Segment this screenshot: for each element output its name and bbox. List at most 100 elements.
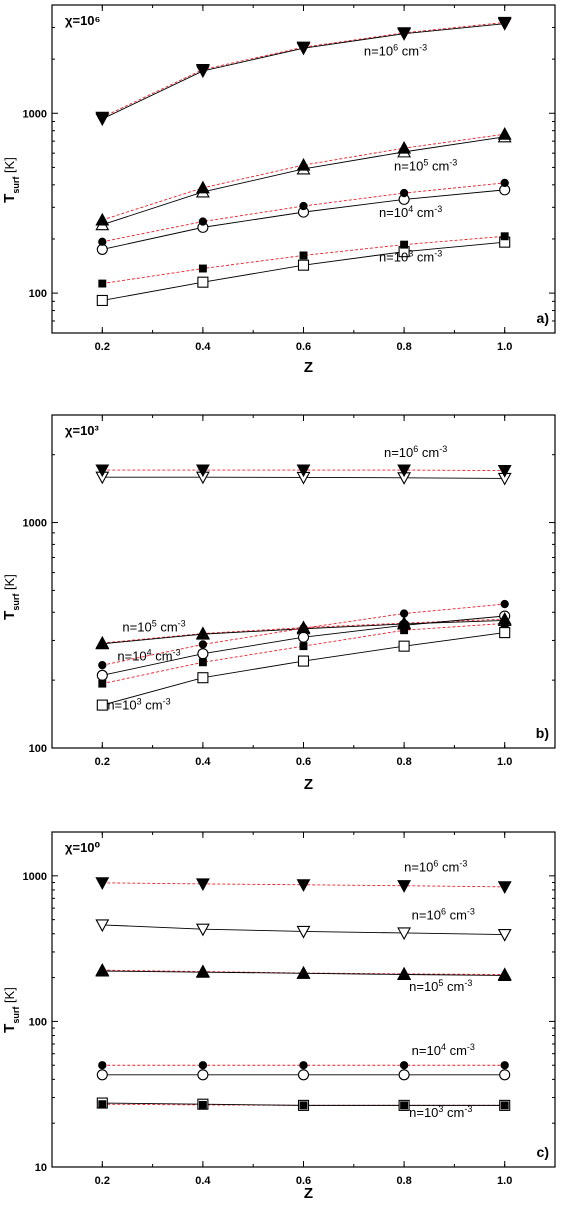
filled-square-marker [198,658,207,667]
open-square-marker [197,276,209,288]
series-label: n=103 cm-3 [107,697,170,713]
filled-triangle-down-marker [95,464,110,478]
filled-square-marker [500,619,509,628]
open-square-marker [297,655,310,667]
filled-circle-marker [98,1061,107,1070]
filled-square-marker [400,626,409,635]
filled-square-marker [400,1101,409,1110]
chi-label: χ=10⁰ [65,840,101,855]
filled-circle-marker [500,178,509,188]
y-tick-label: 100 [29,1016,47,1028]
x-tick-label: 0.4 [195,756,211,768]
y-axis-title: Tsurf [K] [1,574,21,620]
x-axis-title: Z [304,776,313,793]
filled-circle-marker [399,609,409,618]
filled-triangle-down-marker [296,464,311,478]
y-axis-title: Tsurf [K] [1,987,21,1033]
filled-circle-marker [299,1061,308,1070]
series-label: n=105 cm-3 [409,978,472,994]
open-triangle-down-marker [497,929,512,942]
open-circle-marker [96,1069,108,1081]
x-tick-label: 0.8 [396,756,411,768]
filled-circle-marker [299,201,308,211]
y-axis-title: Tsurf [K] [1,157,21,203]
panel-letter: c) [537,1144,549,1160]
filled-triangle-down-marker [95,111,110,125]
series-label: n=106 cm-3 [384,444,447,460]
x-tick-label: 1.0 [497,341,512,353]
filled-triangle-up-marker [195,964,210,978]
chi-label: χ=10³ [65,423,100,438]
chi-label: χ=10⁶ [65,13,101,28]
filled-circle-marker [399,188,409,198]
filled-triangle-down-marker [195,878,210,892]
x-tick-label: 0.8 [396,1175,411,1187]
filled-square-marker [198,1100,207,1109]
series-line-solid [102,23,505,120]
series-label: n=103 cm-3 [379,248,442,264]
series-line-solid [102,189,505,250]
filled-triangle-up-marker [195,626,210,640]
open-square-marker [96,294,108,307]
y-tick-label: 100 [29,743,47,755]
filled-triangle-up-marker [95,962,110,976]
y-tick-label: 100 [29,288,47,300]
filled-triangle-up-marker [497,967,512,981]
filled-triangle-down-marker [497,465,512,478]
filled-square-marker [299,251,308,260]
open-square-marker [398,640,410,652]
x-tick-label: 0.8 [396,341,411,353]
open-circle-marker [499,1069,511,1081]
filled-triangle-up-marker [397,966,412,980]
filled-triangle-down-marker [397,880,412,893]
filled-triangle-down-marker [195,64,210,77]
filled-triangle-down-marker [195,464,210,478]
filled-square-marker [98,679,107,688]
filled-circle-marker [98,661,107,670]
series-label: n=104 cm-3 [412,1042,475,1058]
filled-square-marker [400,240,409,249]
filled-triangle-up-marker [296,157,311,171]
open-square-marker [499,627,511,639]
panel-b: 0.2 0.4 0.6 0.8 1.0 100 1000 Z Tsurf [K] χ=10³ b) n… [1,414,556,793]
x-tick-label: 0.2 [95,756,110,768]
filled-circle-marker [399,1061,409,1070]
series-label: n=106 cm-3 [412,907,475,923]
x-tick-label: 0.6 [296,1175,311,1187]
filled-circle-marker [500,1061,509,1070]
open-square-marker [197,672,209,684]
filled-triangle-down-marker [397,27,412,41]
filled-triangle-down-marker [497,881,512,894]
panel-a: 0.2 0.4 0.6 0.8 1.0 100 1000 Z Tsurf [K] χ=10⁶ a) n… [1,4,556,376]
series-line-solid [102,241,505,301]
series-line-dashed [102,21,505,118]
x-tick-label: 0.6 [296,756,311,768]
open-circle-marker [297,631,310,643]
panel-letter: a) [537,310,549,326]
y-tick-label: 1000 [23,518,47,530]
open-circle-marker [398,1069,410,1081]
series-label: n=104 cm-3 [379,204,442,220]
panel-letter: b) [536,725,549,741]
series-line-dashed [102,235,505,285]
filled-triangle-up-marker [497,127,512,140]
series-label: n=103 cm-3 [409,1104,472,1120]
filled-triangle-up-marker [95,212,110,226]
open-triangle-down-marker [397,927,412,941]
series-label: n=104 cm-3 [117,647,180,663]
x-tick-label: 1.0 [497,1175,512,1187]
x-tick-label: 0.2 [95,1175,110,1187]
x-tick-label: 0.4 [195,341,211,353]
open-circle-marker [197,1069,209,1081]
series-line-dashed [102,133,505,221]
filled-triangle-down-marker [296,879,311,892]
filled-square-marker [98,1100,107,1109]
filled-square-marker [98,279,107,288]
filled-triangle-down-marker [497,16,512,30]
x-axis-title: Z [304,1185,313,1202]
x-tick-label: 0.2 [95,341,110,353]
open-square-marker [297,259,310,271]
series-label: n=106 cm-3 [404,859,467,875]
series-label: n=105 cm-3 [394,158,457,174]
